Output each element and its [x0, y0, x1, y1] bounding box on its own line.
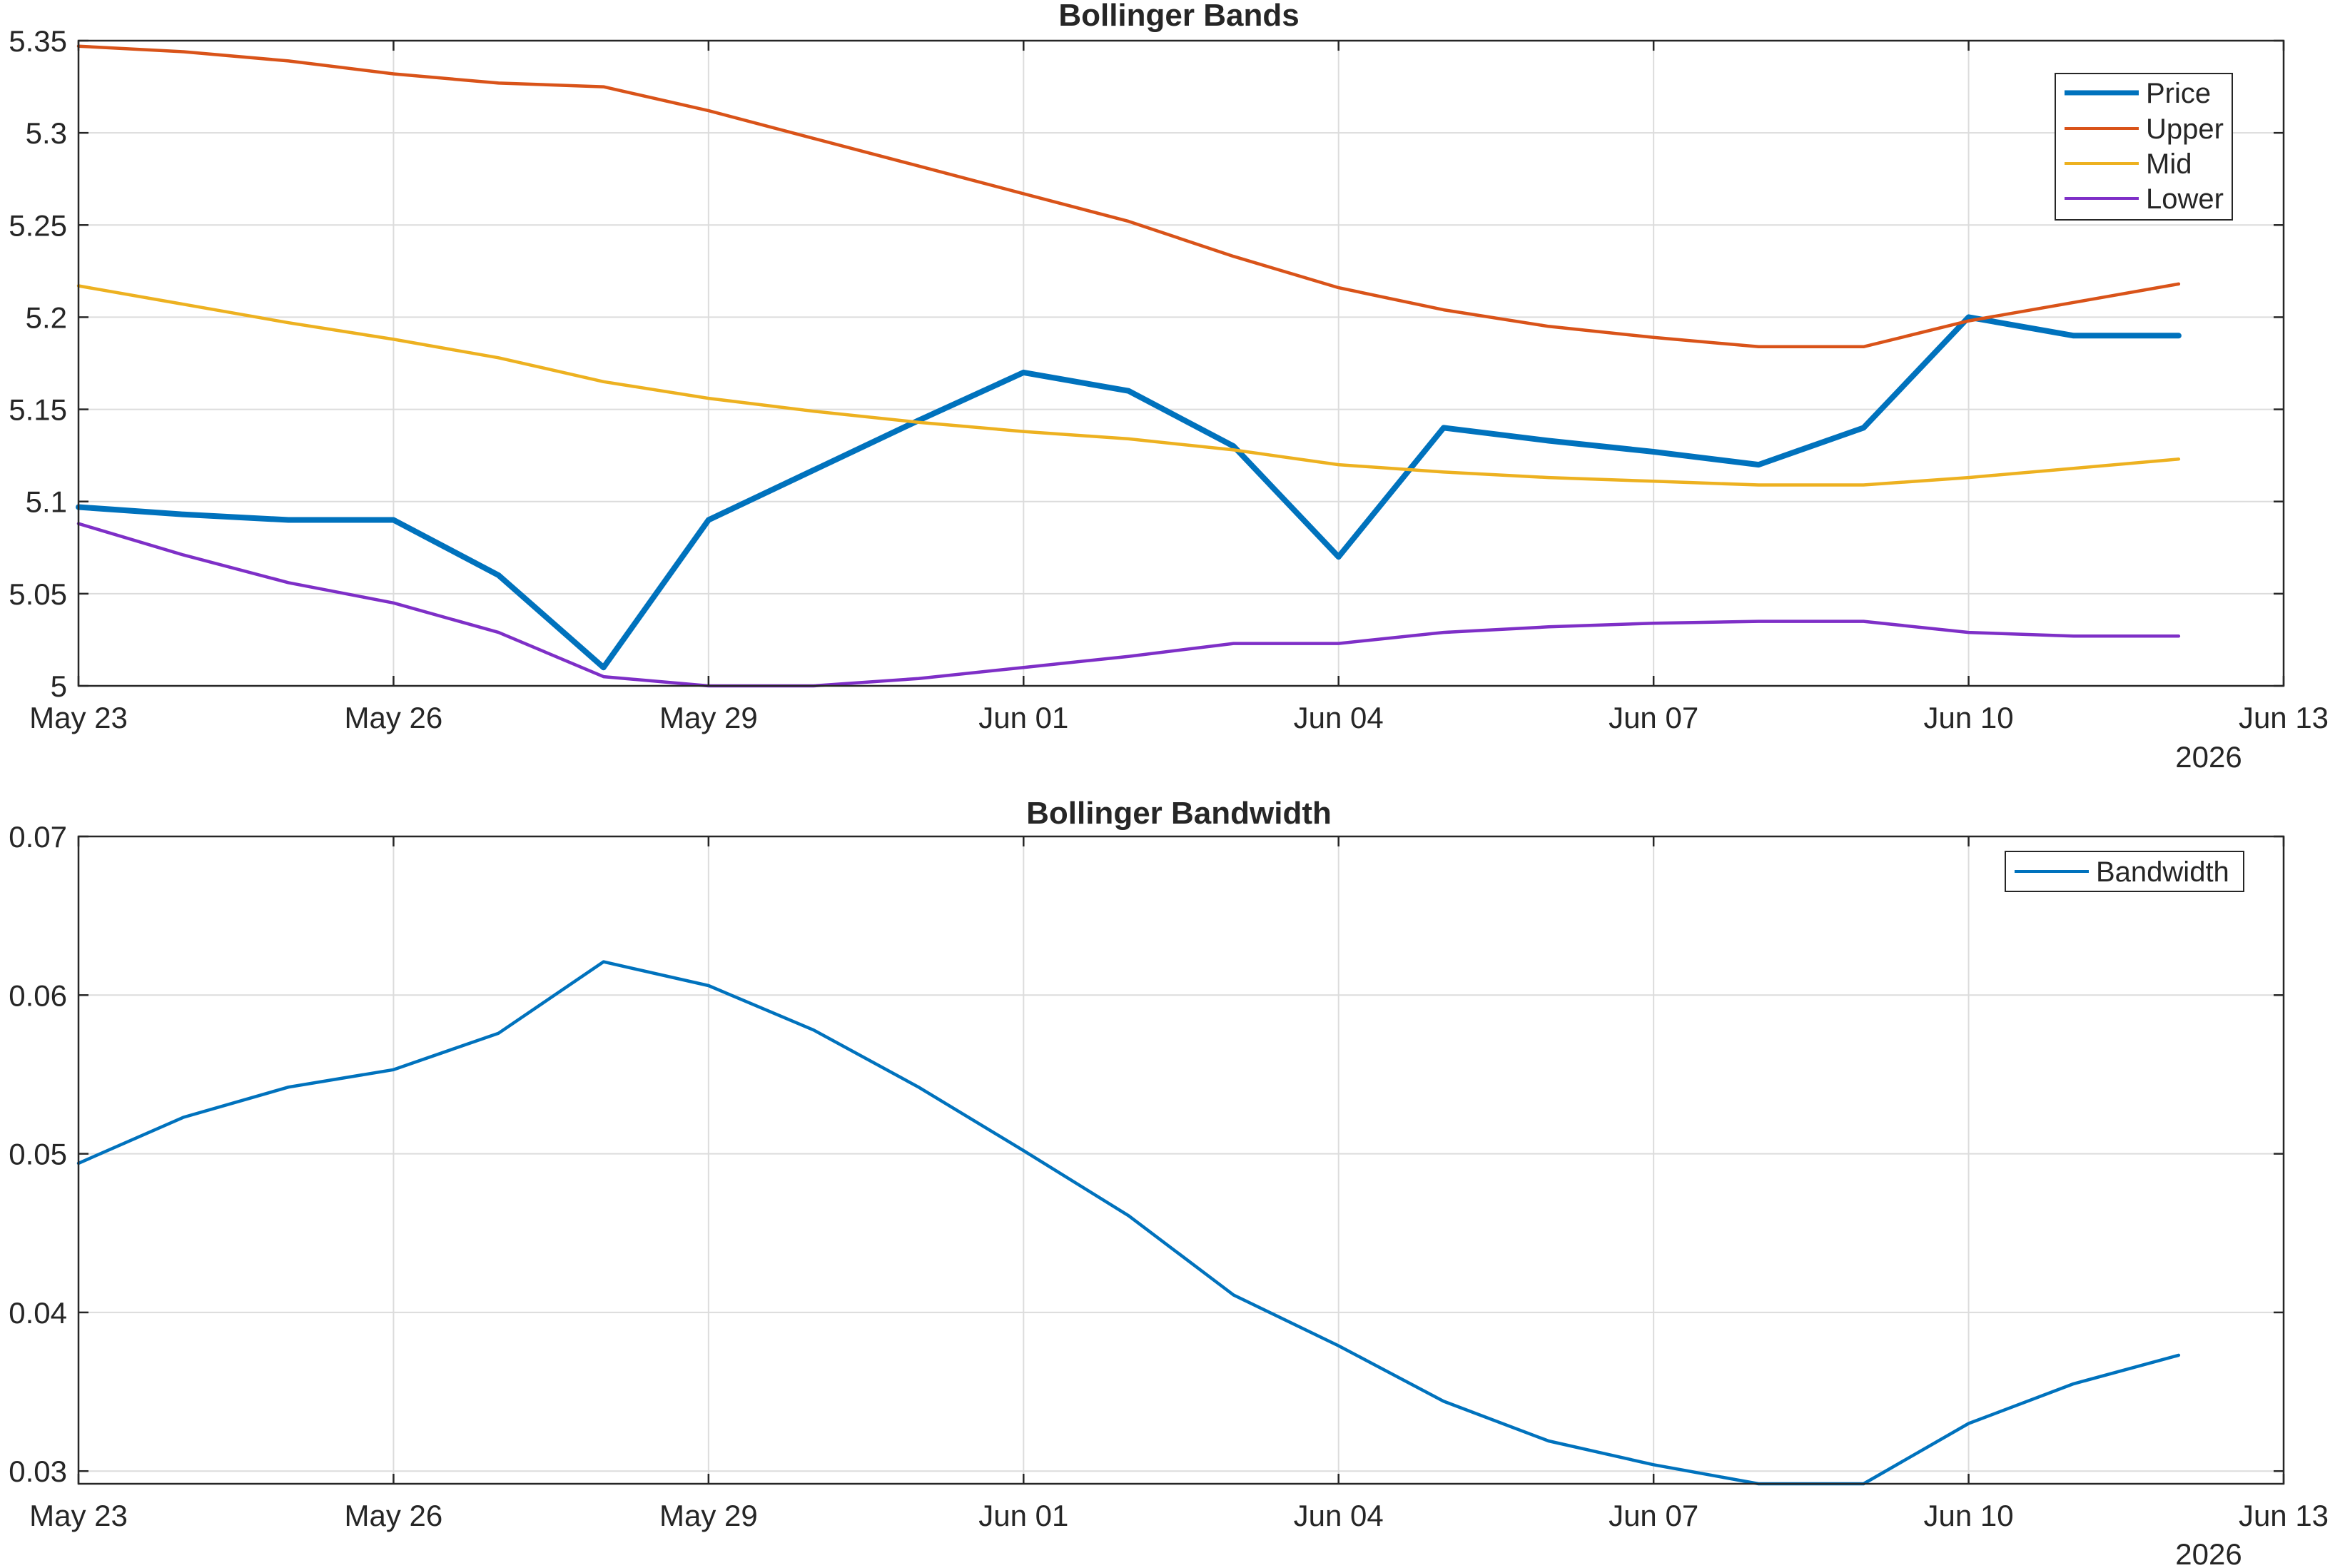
bands-ytick-label-5-35: 5.35 [9, 24, 67, 58]
bands-ytick-label-5-25: 5.25 [9, 208, 67, 242]
legend-lower-label: Lower [2146, 183, 2224, 215]
bands-xtick-label-jun-10: Jun 10 [1924, 701, 2014, 734]
bands-axes-box [77, 39, 2285, 687]
bands-ytick-label-5-1: 5.1 [26, 485, 67, 519]
bands-xtick-label-may-26: May 26 [345, 701, 443, 734]
bands-ytick-label-5-15: 5.15 [9, 393, 67, 427]
bandwidth-ytick-label-0-03: 0.03 [9, 1455, 67, 1488]
legend-mid-label: Mid [2146, 148, 2192, 180]
legend-upper-label: Upper [2146, 113, 2224, 145]
bands-xtick-label-may-29: May 29 [659, 701, 758, 734]
legend-bandwidth-label: Bandwidth [2096, 856, 2229, 888]
bands-xtick-label-jun-13: Jun 13 [2239, 701, 2329, 734]
bands-ytick-label-5: 5 [51, 669, 67, 703]
bandwidth-xtick-label-jun-07: Jun 07 [1609, 1499, 1698, 1532]
bands-legend[interactable]: Price Upper Mid Lower [2055, 73, 2233, 221]
bands-ytick-label-5-3: 5.3 [26, 116, 67, 150]
bollinger-bands-panel: Bollinger Bands May 23 May 26 May 29 Jun 01… [9, 0, 2329, 774]
bandwidth-legend[interactable]: Bandwidth [2005, 851, 2244, 892]
bands-xtick-label-jun-04: Jun 04 [1294, 701, 1384, 734]
bollinger-bandwidth-panel: Bollinger Bandwidth May 23 May 26 May 29 Ju… [9, 796, 2329, 1568]
bandwidth-ticks: May 23 May 26 May 29 Jun 01 Jun 04 Jun 07 Jun … [9, 820, 2329, 1532]
bands-xtick-label-jun-01: Jun 01 [978, 701, 1068, 734]
bands-ytick-label-5-05: 5.05 [9, 577, 67, 611]
legend-price-label: Price [2146, 78, 2211, 109]
bands-series [76, 44, 2182, 688]
bandwidth-chart-title: Bollinger Bandwidth [1026, 796, 1332, 831]
bandwidth-xtick-label-jun-04: Jun 04 [1294, 1499, 1384, 1532]
bandwidth-ytick-label-0-04: 0.04 [9, 1296, 67, 1330]
bands-xtick-label-jun-07: Jun 07 [1609, 701, 1698, 734]
bands-legend-box [2055, 73, 2233, 221]
series-line-upper [76, 44, 2181, 349]
bands-ticks: May 23 May 26 May 29 Jun 01 Jun 04 Jun 07 Jun … [9, 24, 2329, 734]
series-line-price [76, 314, 2182, 671]
bandwidth-ytick-label-0-07: 0.07 [9, 820, 67, 854]
bandwidth-xtick-label-may-23: May 23 [29, 1499, 128, 1532]
bands-grid [78, 41, 2284, 686]
bandwidth-ytick-label-0-05: 0.05 [9, 1138, 67, 1171]
bands-ytick-label-5-2: 5.2 [26, 300, 67, 334]
bands-chart-title: Bollinger Bands [1058, 0, 1299, 33]
bands-xtick-label-may-23: May 23 [29, 701, 128, 734]
bandwidth-year-label: 2026 [2175, 1537, 2242, 1568]
bandwidth-grid [78, 836, 2284, 1484]
bands-year-label: 2026 [2175, 740, 2242, 774]
bandwidth-xtick-label-may-29: May 29 [659, 1499, 758, 1532]
bandwidth-xtick-label-jun-13: Jun 13 [2239, 1499, 2329, 1532]
bandwidth-xtick-label-jun-10: Jun 10 [1924, 1499, 2014, 1532]
bandwidth-axes-box [77, 835, 2285, 1485]
bandwidth-ytick-label-0-06: 0.06 [9, 978, 67, 1012]
bandwidth-xtick-label-jun-01: Jun 01 [978, 1499, 1068, 1532]
series-line-mid [76, 284, 2181, 487]
series-line-lower [76, 522, 2181, 688]
bandwidth-xtick-label-may-26: May 26 [345, 1499, 443, 1532]
